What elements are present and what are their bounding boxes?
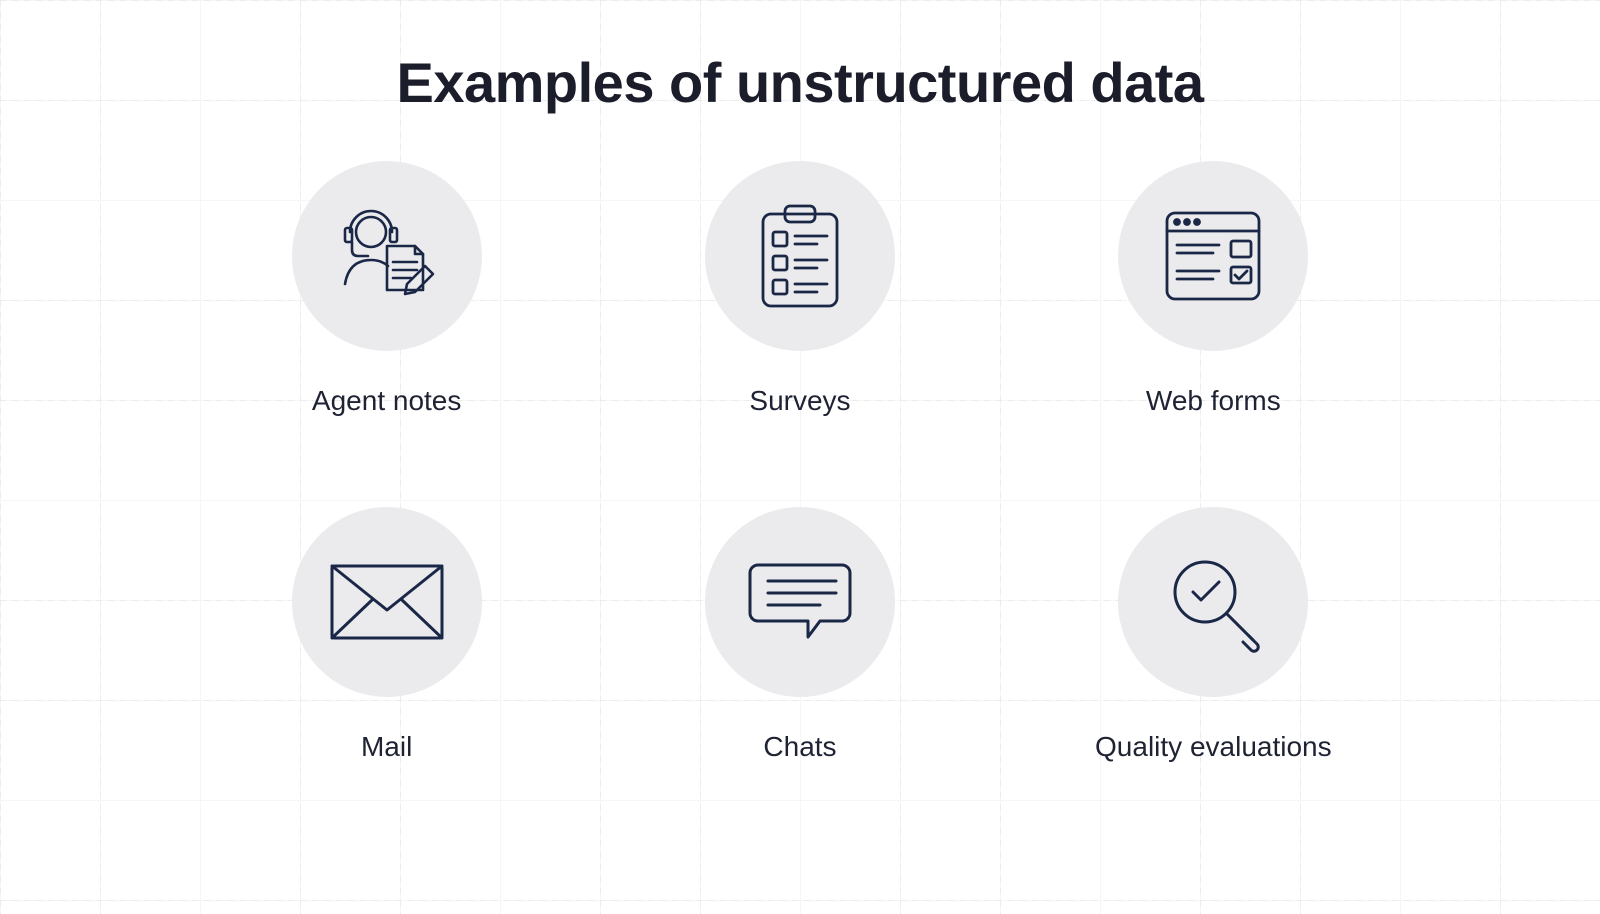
surveys-icon <box>705 161 895 351</box>
card-surveys: Surveys <box>705 161 895 417</box>
items-grid: Agent notes Surveys <box>200 161 1400 763</box>
chats-icon <box>705 507 895 697</box>
card-label: Web forms <box>1146 385 1281 417</box>
page-title: Examples of unstructured data <box>396 50 1203 115</box>
card-label: Surveys <box>749 385 850 417</box>
card-chats: Chats <box>705 507 895 763</box>
card-label: Mail <box>361 731 412 763</box>
card-label: Chats <box>763 731 836 763</box>
infographic-page: Examples of unstructured data <box>0 0 1600 914</box>
mail-icon <box>292 507 482 697</box>
web-forms-icon <box>1118 161 1308 351</box>
card-label: Quality evaluations <box>1095 731 1332 763</box>
card-web-forms: Web forms <box>1118 161 1308 417</box>
card-quality-evaluations: Quality evaluations <box>1095 507 1332 763</box>
agent-notes-icon <box>292 161 482 351</box>
card-agent-notes: Agent notes <box>292 161 482 417</box>
card-mail: Mail <box>292 507 482 763</box>
card-label: Agent notes <box>312 385 461 417</box>
quality-evaluations-icon <box>1118 507 1308 697</box>
